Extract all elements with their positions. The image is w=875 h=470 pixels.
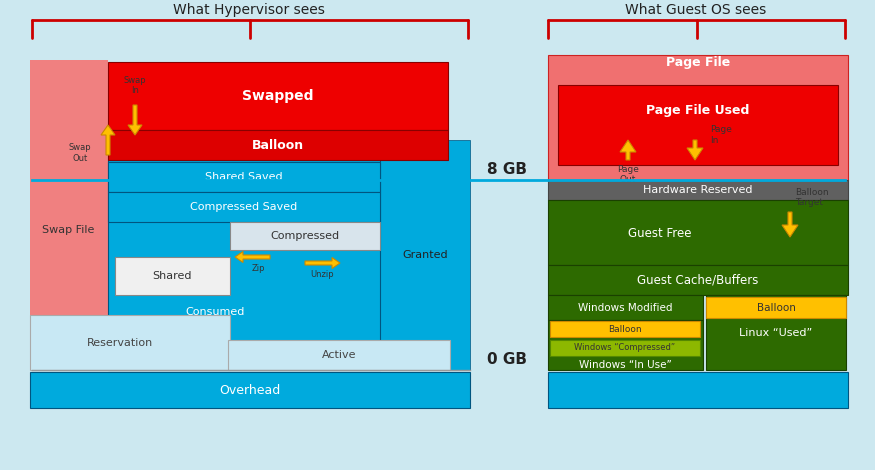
Text: Swapped: Swapped	[242, 89, 314, 103]
Text: Windows “Compressed”: Windows “Compressed”	[575, 344, 676, 352]
Text: Balloon: Balloon	[252, 139, 304, 151]
Text: Shared Saved: Shared Saved	[205, 172, 283, 182]
Text: Windows Modified: Windows Modified	[578, 303, 672, 313]
Text: Balloon: Balloon	[608, 324, 642, 334]
FancyArrow shape	[101, 125, 115, 155]
Text: Unzip: Unzip	[311, 270, 334, 279]
Bar	[380, 140, 470, 370]
Bar	[548, 265, 848, 295]
Text: Page
Out: Page Out	[617, 165, 639, 184]
Bar	[548, 55, 848, 180]
Text: Balloon: Balloon	[757, 303, 795, 313]
Text: Compressed: Compressed	[270, 231, 340, 241]
FancyArrow shape	[687, 140, 703, 160]
Bar	[108, 62, 448, 130]
Text: Shared: Shared	[152, 271, 192, 281]
FancyArrow shape	[128, 105, 142, 135]
Bar	[548, 200, 848, 265]
Text: What Guest OS sees: What Guest OS sees	[626, 3, 766, 17]
Bar	[548, 295, 703, 320]
Bar	[230, 222, 380, 250]
Text: What Hypervisor sees: What Hypervisor sees	[173, 3, 325, 17]
Bar	[30, 315, 230, 370]
Text: Linux “Used”: Linux “Used”	[739, 328, 813, 338]
Text: Swap File: Swap File	[42, 225, 94, 235]
Bar	[30, 372, 470, 408]
Text: Reservation: Reservation	[87, 338, 153, 348]
Bar	[548, 180, 848, 200]
Bar	[108, 130, 448, 160]
Text: Guest Cache/Buffers: Guest Cache/Buffers	[637, 274, 759, 287]
Bar	[548, 372, 848, 408]
Text: Zip: Zip	[251, 264, 265, 273]
Text: 0 GB: 0 GB	[487, 352, 527, 367]
Text: Guest Free: Guest Free	[628, 227, 692, 240]
Bar	[108, 160, 380, 370]
Bar	[115, 257, 230, 295]
Bar	[558, 85, 838, 165]
Text: Swap
Out: Swap Out	[68, 143, 91, 163]
Text: Swap
In: Swap In	[123, 76, 146, 95]
Text: Windows “In Use”: Windows “In Use”	[578, 360, 671, 370]
FancyArrow shape	[305, 258, 340, 268]
Bar	[108, 162, 380, 192]
Text: Page File Used: Page File Used	[647, 103, 750, 117]
Bar	[706, 297, 846, 318]
Text: 8 GB: 8 GB	[487, 162, 527, 177]
Bar	[108, 192, 380, 222]
Bar	[548, 320, 703, 370]
Text: Hardware Reserved: Hardware Reserved	[643, 185, 752, 195]
Text: Page File: Page File	[666, 55, 730, 69]
FancyArrow shape	[235, 251, 270, 263]
Bar	[550, 340, 700, 356]
FancyArrow shape	[782, 212, 798, 237]
Text: Balloon
Target: Balloon Target	[795, 188, 829, 207]
Bar	[706, 295, 846, 370]
Text: Consumed: Consumed	[186, 307, 245, 317]
Text: Granted: Granted	[402, 250, 448, 260]
Text: Active: Active	[322, 350, 356, 360]
Bar	[550, 321, 700, 337]
Bar	[30, 60, 108, 370]
Bar	[228, 340, 450, 370]
FancyArrow shape	[620, 140, 636, 160]
Text: Compressed Saved: Compressed Saved	[191, 202, 298, 212]
Text: Page
In: Page In	[710, 125, 731, 145]
Text: Overhead: Overhead	[220, 384, 281, 397]
